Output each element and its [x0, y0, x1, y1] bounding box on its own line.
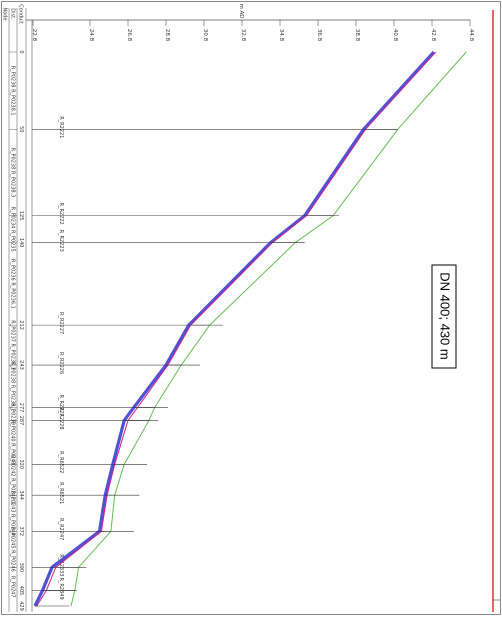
- value-tick-label: 30.8: [202, 29, 208, 42]
- pipe-band-label: R_P0247: [10, 576, 16, 598]
- distance-label: 372: [18, 527, 24, 537]
- node-label: R_R6521: [58, 482, 64, 504]
- pipe-band-label: R_P0245 R_P0246: [10, 527, 16, 572]
- value-tick-label: 36.8: [316, 29, 322, 42]
- value-tick-label: 28.8: [164, 29, 170, 42]
- node-label: R_R2349: [58, 577, 64, 599]
- distance-label: 287: [18, 416, 24, 426]
- distance-label: 243: [18, 360, 24, 370]
- distance-label: 140: [18, 238, 24, 248]
- strip-labels: Node Dist. Conduit: [2, 4, 24, 23]
- series-lines: [33, 50, 467, 607]
- node-label: R_R2221: [58, 116, 64, 138]
- strip-header-label: Node: [2, 7, 8, 20]
- node-label: R_R6522: [58, 451, 64, 473]
- value-axis-label: m AD: [238, 3, 244, 18]
- pipe-band-label: R_P0242 R_P0242.1: [10, 455, 16, 505]
- node-label: R_R2228: [58, 407, 64, 429]
- pipe-band-label: R_P0238 R_P0238.1: [10, 361, 16, 411]
- pipe-band-label: R_P0237 R_P0237.1: [10, 320, 16, 370]
- node-label: R_R2227: [58, 394, 64, 416]
- value-tick-label: 24.8: [88, 29, 94, 42]
- pipe-label-bands: R_P0238 R_P0238.1 R_P0238 R_P0238.3 R_P023…: [9, 51, 17, 598]
- node-label: R_R2227: [58, 312, 64, 334]
- node-label: R_R2247: [58, 518, 64, 540]
- value-tick-label: 40.8: [392, 29, 398, 42]
- strip-header-label: Dist.: [10, 8, 16, 20]
- value-axis-ticks: 22.8 24.8 26.8 28.8 30.8 32.8 34.8 36.8 38.8 40.8…: [31, 20, 474, 42]
- distance-label: 429: [18, 601, 24, 611]
- pipe-band-label: R_P0236 R_P0236.1: [10, 259, 16, 309]
- node-label: R_R2333: [58, 554, 64, 576]
- series-line: [36, 51, 437, 607]
- node-lines: R_R2221 R_R2222 R_R2223 R_R2227 R_R2226 R_R22…: [32, 116, 398, 600]
- pipe-band-label: R_P0238 R_P0238.3: [10, 148, 16, 198]
- pipe-band-label: R_P0234 R_P0235: [10, 207, 16, 252]
- distance-label: 277: [18, 403, 24, 413]
- distance-label: 212: [18, 320, 24, 330]
- pipe-band-label: R_P0238 R_P0238.1: [10, 66, 16, 116]
- distance-label: 0: [18, 50, 24, 53]
- annotation-frame: [431, 264, 457, 369]
- series-line: [33, 50, 436, 607]
- strip-header-label: Conduit: [18, 4, 24, 23]
- value-tick-label: 44.8: [468, 29, 474, 42]
- pipe-band-label: R_P0239: [10, 403, 16, 425]
- distance-label: 344: [18, 490, 24, 500]
- value-tick-label: 34.8: [278, 29, 284, 42]
- node-label: R_R2222: [58, 203, 64, 225]
- node-label: R_R2223: [58, 230, 64, 252]
- value-tick-label: 22.8: [31, 29, 37, 42]
- series-line: [70, 51, 467, 607]
- pipe-band-label: R_P0240 R_P0241: [10, 420, 16, 465]
- distance-label: 405: [18, 586, 24, 596]
- distance-labels: 0 50 125 140 212 243 277 287 320 344 372 390 405 429: [18, 50, 24, 610]
- value-tick-label: 32.8: [240, 29, 246, 42]
- annotation-text: DN 400; 430 m: [438, 272, 453, 359]
- distance-label: 390: [18, 563, 24, 573]
- value-tick-label: 42.8: [430, 29, 436, 42]
- annotation-box: DN 400; 430 m: [431, 264, 457, 369]
- distance-label: 50: [18, 126, 24, 132]
- distance-label: 320: [18, 460, 24, 470]
- value-tick-label: 26.8: [126, 29, 132, 42]
- distance-label: 125: [18, 211, 24, 221]
- node-label: R_R2226: [58, 352, 64, 374]
- pipe-band-label: R_P0243 R_P0244: [10, 491, 16, 536]
- value-tick-label: 38.8: [354, 29, 360, 42]
